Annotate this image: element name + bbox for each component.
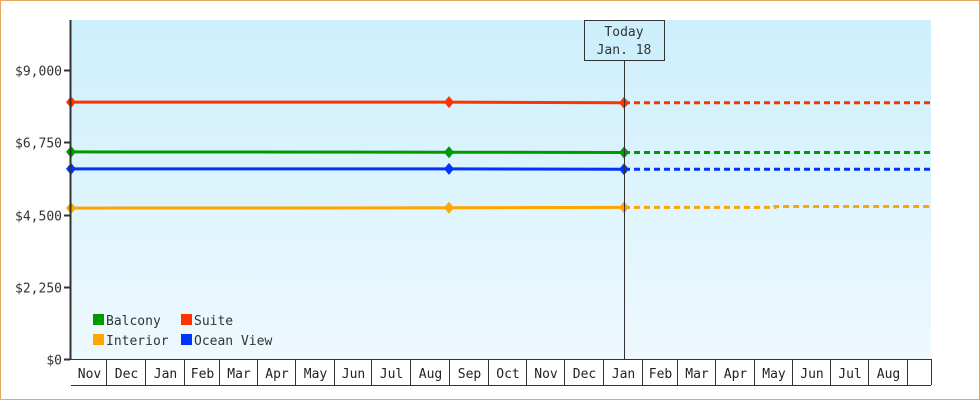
month-label: Jul: [380, 367, 403, 382]
legend-swatch: [93, 314, 104, 325]
today-label-box: [584, 20, 665, 61]
month-label: Feb: [191, 367, 215, 382]
legend-item-interior[interactable]: Interior: [93, 334, 169, 349]
plot-area: [71, 20, 931, 359]
legend-item-suite[interactable]: Suite: [181, 314, 233, 329]
legend-label: Balcony: [106, 314, 161, 329]
data-point-marker[interactable]: [444, 146, 454, 159]
data-point-marker[interactable]: [444, 96, 454, 109]
today-marker: Today Jan. 18: [584, 20, 665, 359]
month-label: Nov: [534, 367, 558, 382]
legend-item-ocean-view[interactable]: Ocean View: [181, 334, 272, 349]
data-point-marker[interactable]: [444, 162, 454, 175]
series-line: [70, 150, 625, 154]
y-tick-label: $4,500: [15, 210, 62, 225]
today-label: Today: [604, 25, 643, 40]
month-label: May: [762, 367, 786, 382]
month-label: Sep: [458, 367, 482, 382]
series-projection: [624, 205, 931, 209]
axes: $0 $2,250 $4,500 $6,750 $9,000 Nov Dec Jan Feb Ma…: [15, 20, 932, 386]
y-tick-label: $0: [46, 354, 62, 369]
month-label: Feb: [649, 367, 673, 382]
legend-label: Suite: [194, 314, 233, 329]
legend: Balcony Suite Interior Ocean View: [93, 314, 272, 349]
month-label: Aug: [877, 367, 900, 382]
month-label: Dec: [115, 367, 138, 382]
month-label: May: [304, 367, 328, 382]
month-label: Apr: [724, 367, 748, 382]
y-tick-label: $2,250: [15, 282, 62, 297]
month-label: Mar: [685, 367, 709, 382]
series-line: [71, 100, 625, 105]
y-tick-label: $6,750: [15, 137, 62, 152]
month-label: Nov: [78, 367, 102, 382]
data-point-marker[interactable]: [444, 201, 454, 214]
month-label: Jan: [612, 367, 635, 382]
legend-swatch: [181, 314, 192, 325]
series-line: [70, 205, 625, 210]
legend-swatch: [93, 334, 104, 345]
y-tick-label: $9,000: [15, 65, 62, 80]
month-label: Jan: [154, 367, 177, 382]
month-label: Apr: [265, 367, 289, 382]
month-label: Jun: [342, 367, 365, 382]
month-label: Oct: [496, 367, 519, 382]
month-label: Aug: [419, 367, 442, 382]
legend-item-balcony[interactable]: Balcony: [93, 314, 161, 329]
month-label: Mar: [227, 367, 251, 382]
month-label: Dec: [573, 367, 596, 382]
series-ocean-view: [66, 162, 931, 176]
month-label: Jun: [800, 367, 823, 382]
month-label: Jul: [838, 367, 861, 382]
series-layer: [66, 96, 931, 215]
legend-label: Ocean View: [194, 334, 272, 349]
legend-label: Interior: [106, 334, 169, 349]
today-date-label: Jan. 18: [597, 43, 652, 58]
legend-swatch: [181, 334, 192, 345]
